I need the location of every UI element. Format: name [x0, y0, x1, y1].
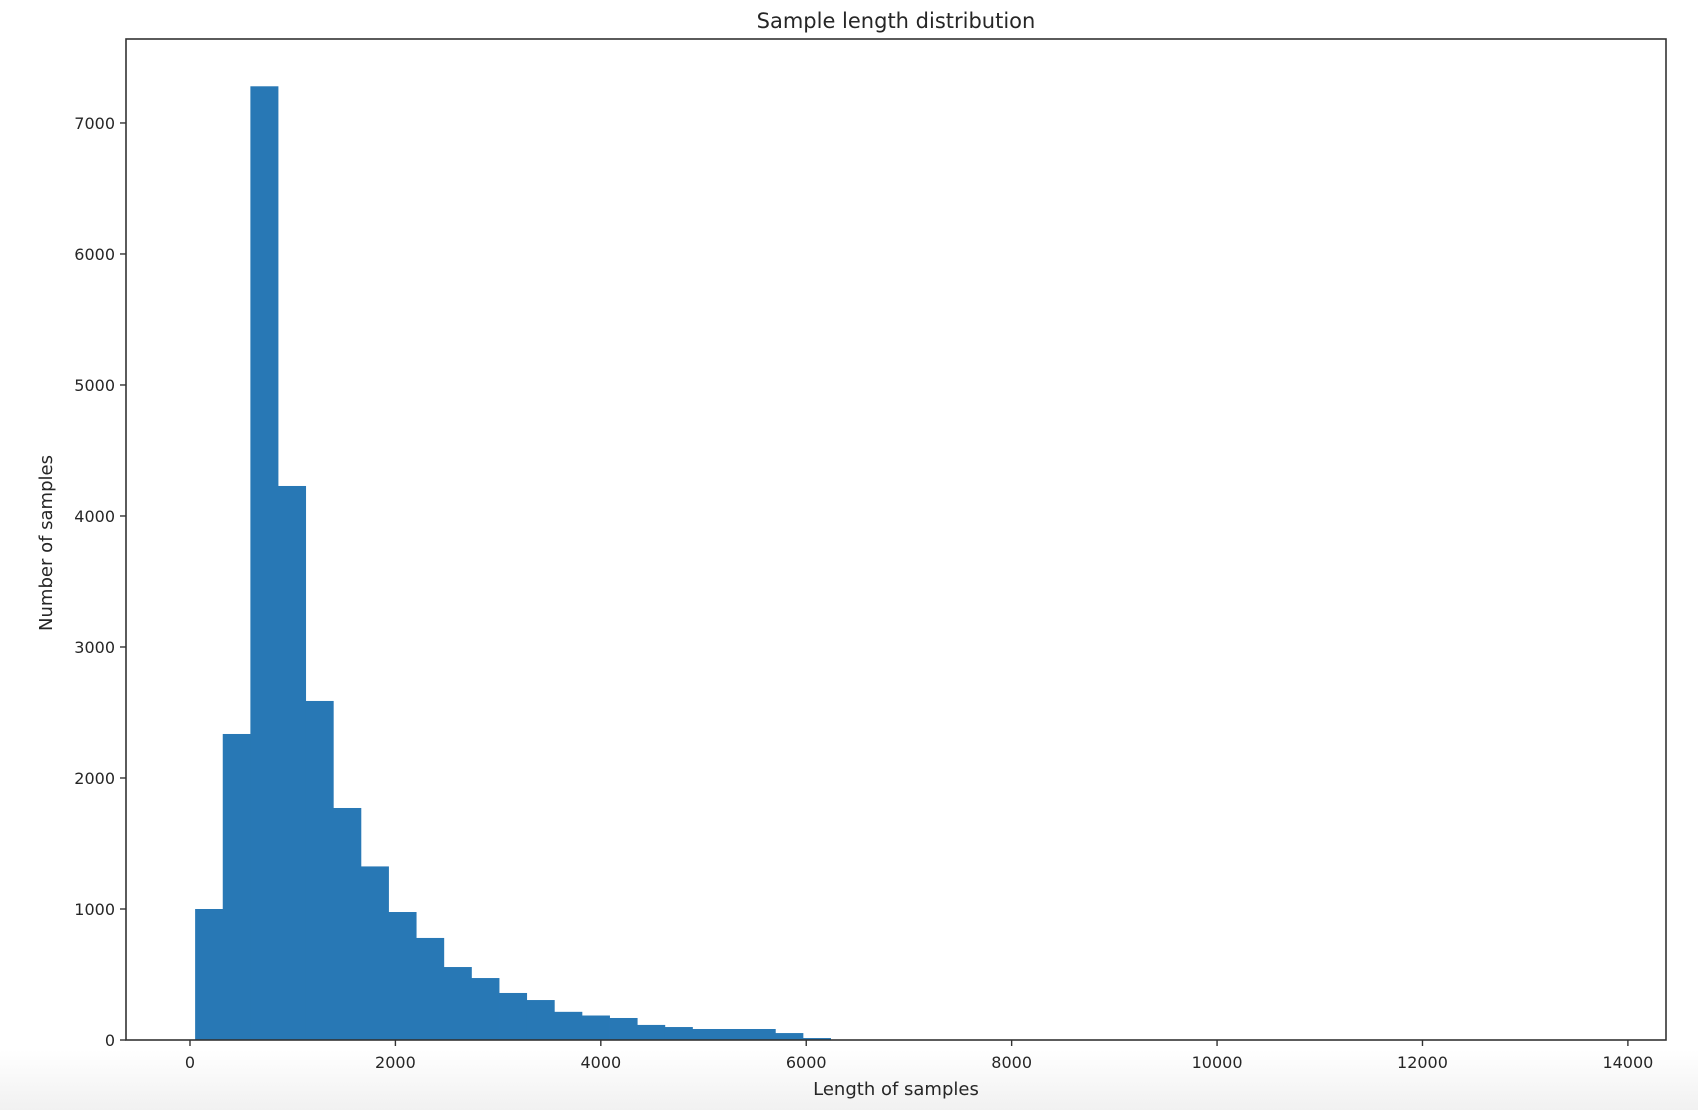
- histogram-bar: [388, 912, 417, 1040]
- y-tick-label: 0: [105, 1031, 115, 1050]
- histogram-bar: [664, 1027, 693, 1040]
- x-tick-label: 10000: [1192, 1053, 1243, 1072]
- histogram-bar: [416, 937, 445, 1040]
- axes-frame: [125, 38, 1667, 1041]
- histogram-bar: [499, 992, 528, 1040]
- y-tick-label: 1000: [74, 900, 115, 919]
- histogram-bar: [581, 1015, 610, 1040]
- histogram-bar: [747, 1029, 776, 1040]
- histogram-bar: [692, 1029, 721, 1040]
- histogram-bars: [195, 86, 831, 1041]
- histogram-bar: [195, 909, 224, 1040]
- histogram-bar: [333, 807, 362, 1040]
- chart-title: Sample length distribution: [757, 9, 1036, 33]
- y-tick-label: 4000: [74, 507, 115, 526]
- histogram-bar: [609, 1017, 638, 1040]
- histogram-bar: [526, 1000, 555, 1040]
- y-axis-ticks: 0 1000 2000 3000 4000 5000 6000 7000: [74, 114, 126, 1050]
- y-tick-label: 3000: [74, 638, 115, 657]
- histogram-bar: [250, 86, 279, 1041]
- x-tick-label: 8000: [991, 1053, 1032, 1072]
- histogram-bar: [802, 1038, 831, 1040]
- x-tick-label: 6000: [786, 1053, 827, 1072]
- y-axis-label: Number of samples: [36, 455, 57, 631]
- histogram-bar: [222, 733, 251, 1040]
- x-axis-label: Length of samples: [813, 1079, 979, 1100]
- y-tick-label: 6000: [74, 245, 115, 264]
- histogram-bar: [443, 967, 472, 1040]
- x-tick-label: 14000: [1602, 1053, 1653, 1072]
- y-tick-label: 2000: [74, 769, 115, 788]
- x-tick-label: 4000: [580, 1053, 621, 1072]
- y-tick-label: 7000: [74, 114, 115, 133]
- y-tick-label: 5000: [74, 376, 115, 395]
- x-axis-ticks: 0 2000 4000 6000 8000 10000 12000 14000: [185, 1040, 1653, 1072]
- x-tick-label: 0: [185, 1053, 195, 1072]
- histogram-bar: [305, 700, 334, 1040]
- histogram-bar: [637, 1024, 666, 1040]
- histogram-bar: [554, 1011, 583, 1040]
- histogram-bar: [360, 866, 389, 1040]
- histogram-bar: [720, 1029, 749, 1040]
- histogram-bar: [278, 485, 307, 1041]
- histogram-bar: [471, 978, 500, 1040]
- x-tick-label: 2000: [375, 1053, 416, 1072]
- x-tick-label: 12000: [1397, 1053, 1448, 1072]
- histogram-bar: [775, 1033, 804, 1040]
